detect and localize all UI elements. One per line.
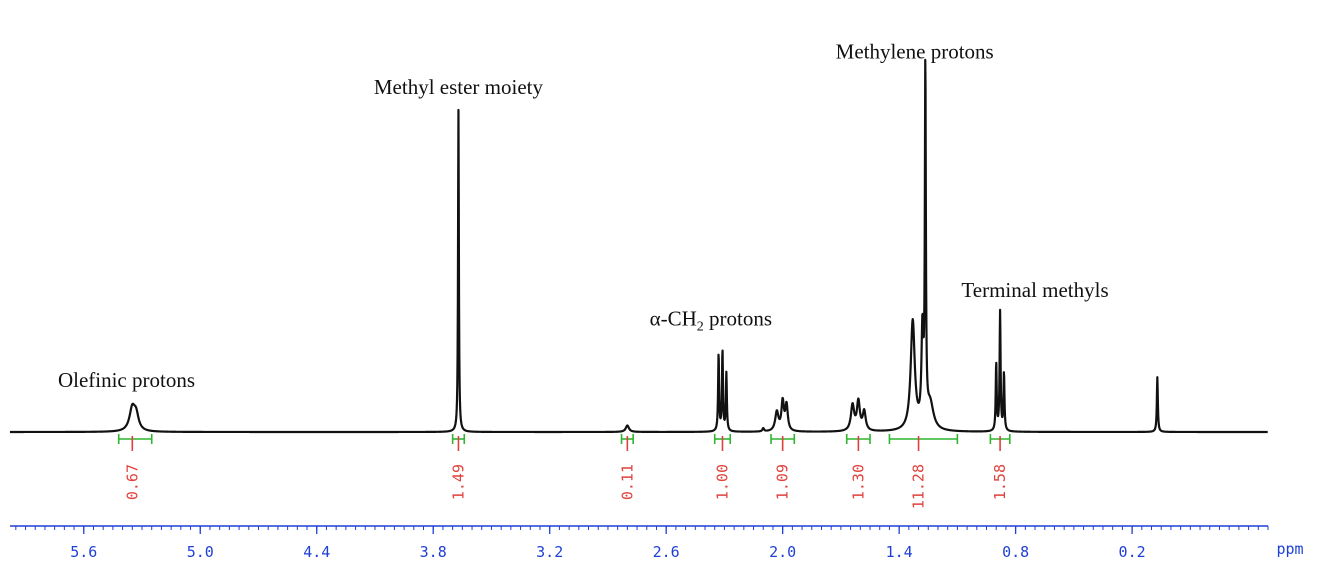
integral-value: 1.49 [450,464,468,500]
integral-region-2: 1.49 [450,434,468,500]
ppm-axis: 5.6 5.0 4.4 3.8 3.2 2.6 2.0 1.4 0.8 0.2 ppm [10,525,1304,561]
integral-value: 1.58 [991,464,1009,500]
tick-label: 5.6 [70,543,97,561]
tick-label: 2.6 [653,543,680,561]
peak-annotations: Olefinic protons Methyl ester moiety α-CH2… [58,39,1109,391]
integral-value: 0.11 [618,464,636,500]
integral-region-6: 1.30 [845,434,871,500]
integral-value: 0.67 [123,464,141,500]
tick-label: 0.2 [1119,543,1146,561]
x-axis-unit-label: ppm [1276,540,1303,558]
integral-value: 1.00 [714,464,732,500]
peak-annotation-3: α-CH2 protons [650,307,772,335]
tick-label: 5.0 [187,543,214,561]
tick-label: 0.8 [1002,543,1029,561]
integral-region-5: 1.09 [770,434,796,500]
tick-label: 1.4 [886,543,913,561]
integral-value: 11.28 [910,464,928,509]
peak-annotation-5: Terminal methyls [961,278,1108,302]
integral-region-group: 0.67 1.49 0.11 1.00 1.09 1.30 11.28 1.58 [117,434,1011,509]
peak-annotation-4: Methylene protons [836,39,994,63]
integral-region-7: 11.28 [888,434,959,509]
tick-label: 3.8 [420,543,447,561]
integral-region-1: 0.67 [117,434,153,500]
peak-annotation-2: Methyl ester moiety [374,75,544,99]
integral-value: 1.09 [774,464,792,500]
integral-value: 1.30 [849,464,867,500]
peak-annotation-1: Olefinic protons [58,368,195,392]
tick-label: 4.4 [303,543,330,561]
tick-label: 2.0 [769,543,796,561]
integral-region-8: 1.58 [989,434,1011,500]
integral-region-4: 1.00 [714,434,732,500]
spectrum-trace [9,58,1269,434]
integral-region-3: 0.11 [618,434,636,500]
tick-label: 3.2 [536,543,563,561]
